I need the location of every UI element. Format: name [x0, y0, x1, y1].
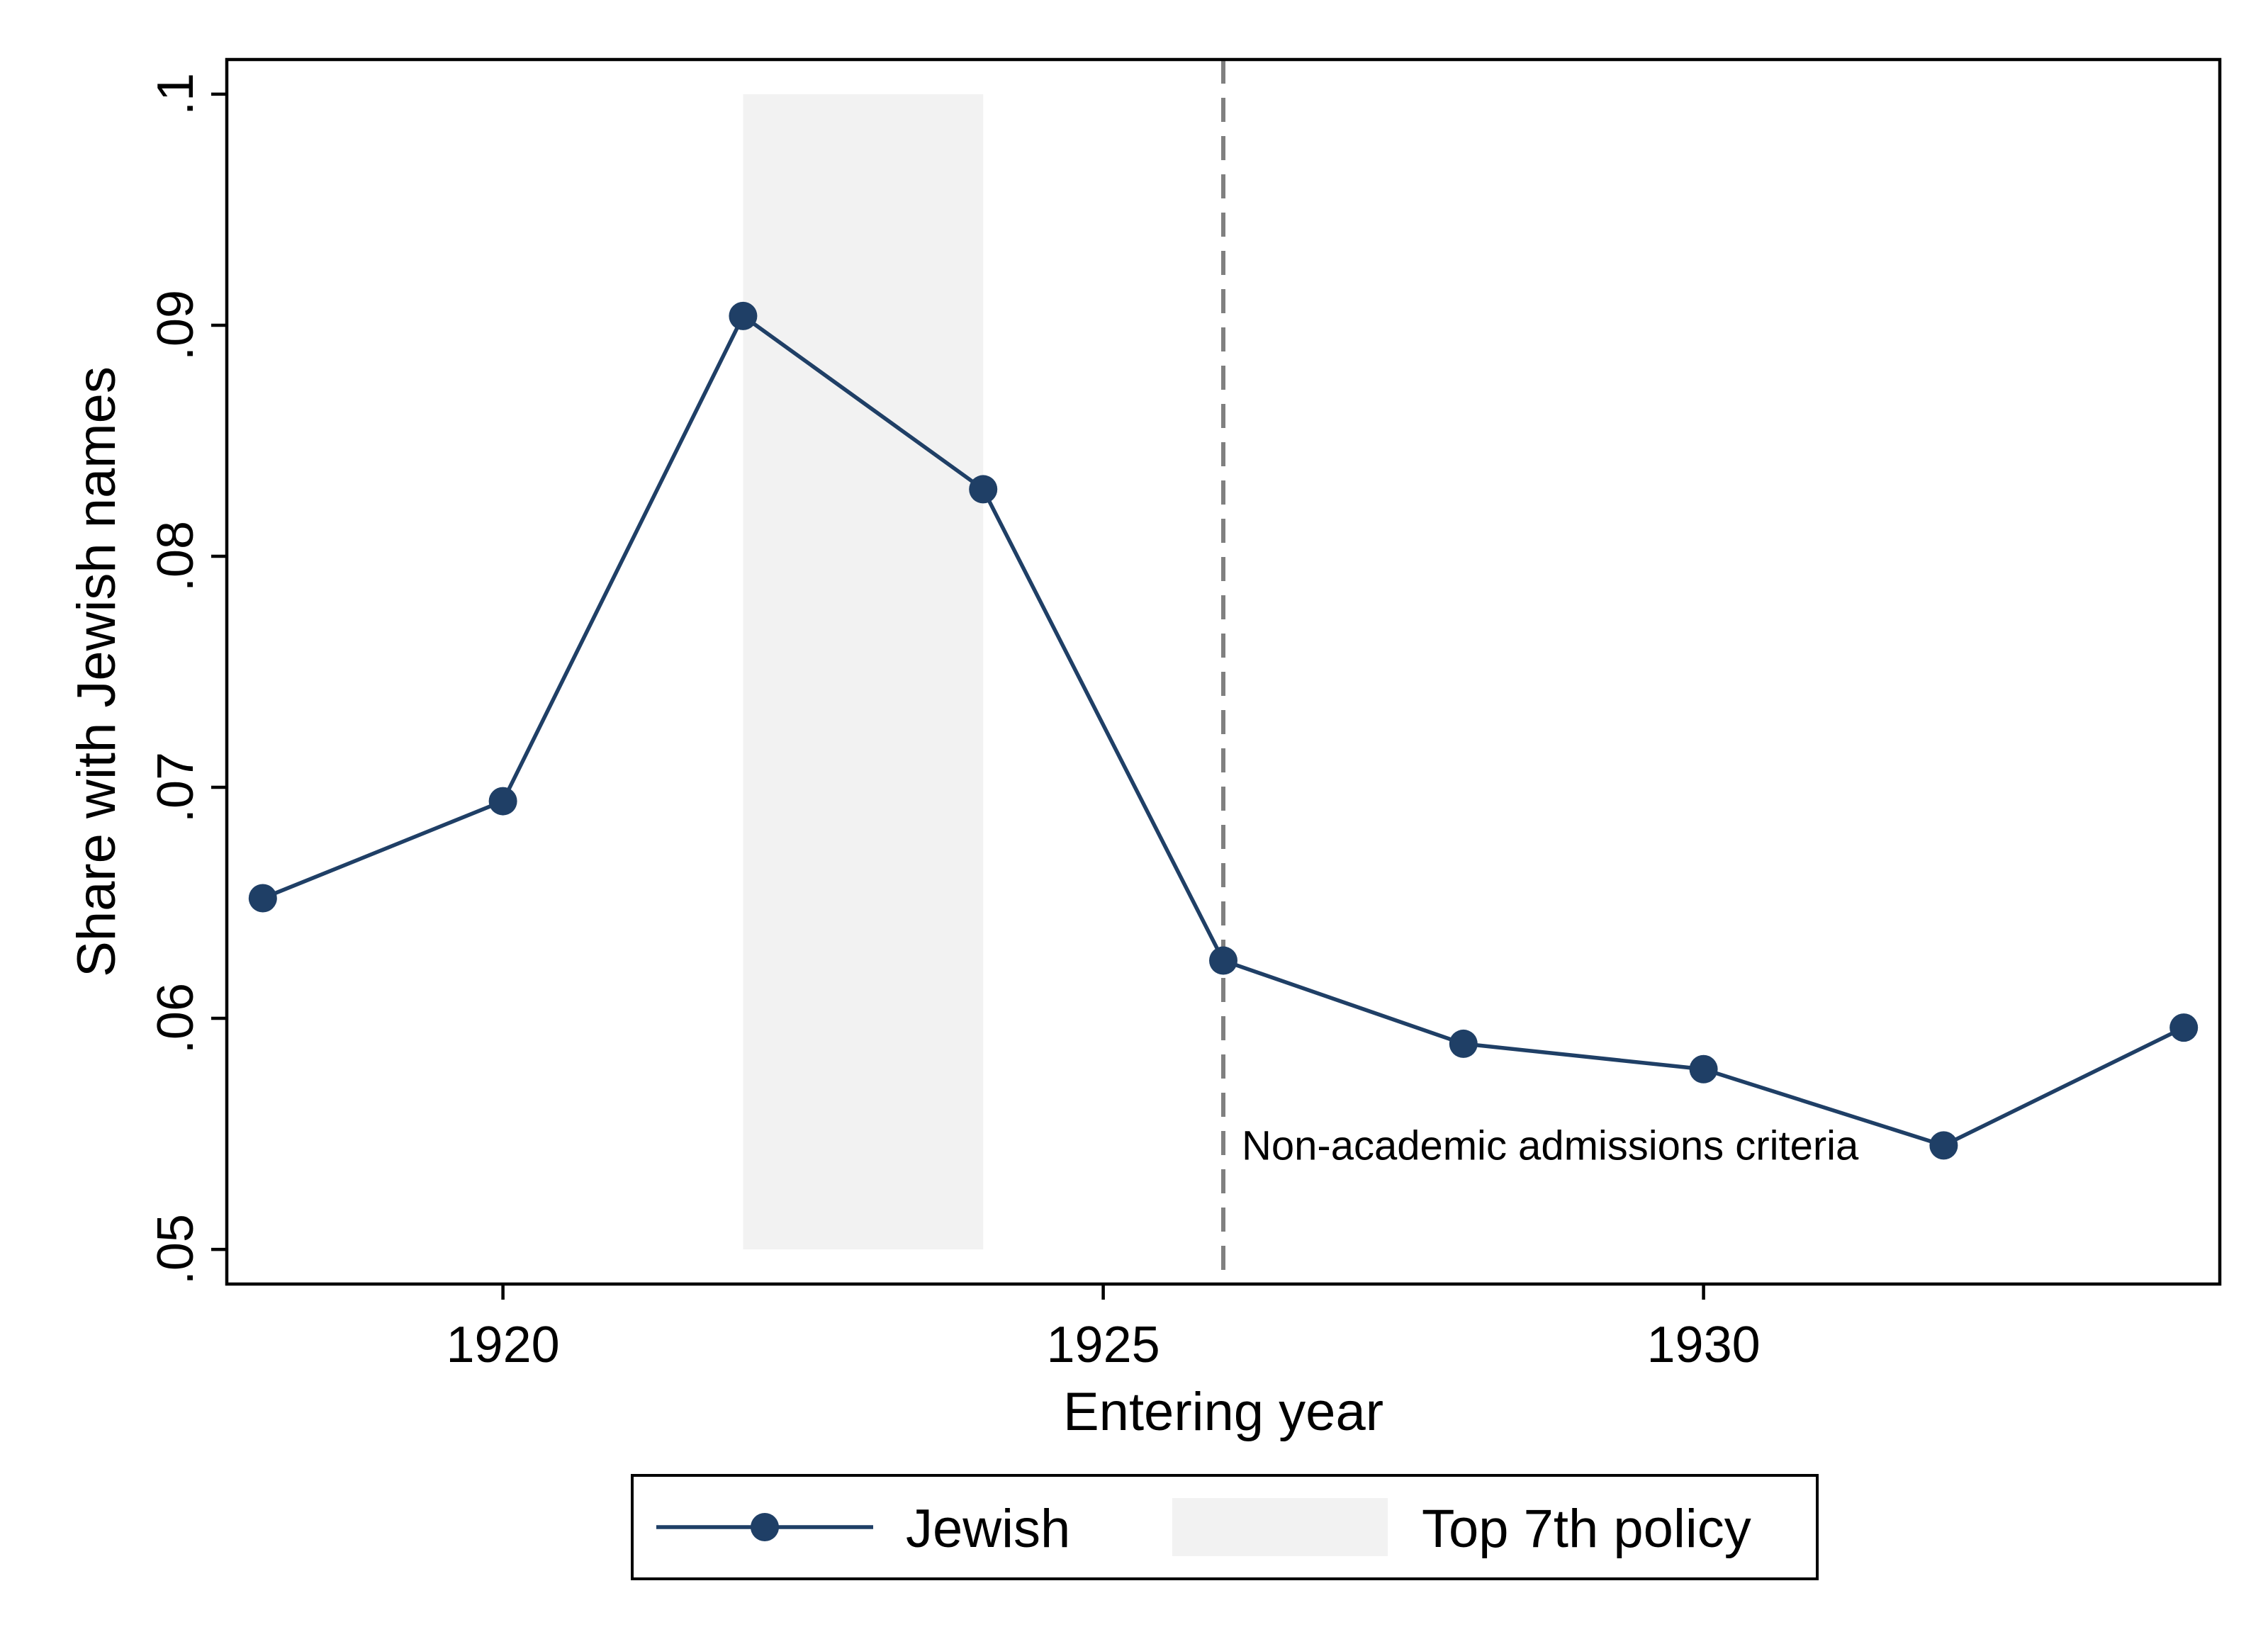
y-tick-label: .06 [147, 983, 204, 1054]
y-tick-label: .07 [147, 752, 204, 823]
data-point-1932 [1929, 1131, 1958, 1160]
shaded-region-top7th [743, 94, 984, 1250]
x-tick-label: 1925 [1047, 1317, 1160, 1373]
x-tick-label: 1930 [1647, 1317, 1761, 1373]
data-point-1934 [2169, 1013, 2199, 1042]
legend: Jewish Top 7th policy [631, 1474, 1819, 1580]
x-tick-label: 1920 [447, 1317, 560, 1373]
data-point-1926 [1209, 946, 1237, 975]
plot-frame [225, 57, 2222, 1286]
data-point-1930 [1689, 1054, 1718, 1084]
y-axis-title: Share with Jewish names [67, 366, 127, 977]
y-tick-label: .05 [147, 1214, 204, 1285]
y-tick-label: .08 [147, 521, 204, 592]
data-point-1918 [248, 884, 277, 913]
plot-area: Non-academic admissions criteria [225, 57, 2222, 1286]
x-axis-title: Entering year [1063, 1382, 1383, 1442]
legend-entry-top7th: Top 7th policy [1422, 1499, 1751, 1559]
legend-top7th-swatch [1172, 1498, 1388, 1556]
y-tick-label: .1 [147, 73, 204, 116]
y-tick-label: .09 [147, 290, 204, 361]
y-axis: .05 .06 .07 .08 .09 .1 [147, 73, 227, 1285]
data-point-1924 [969, 475, 998, 504]
data-point-1928 [1449, 1029, 1478, 1058]
data-point-1920 [488, 787, 517, 816]
legend-entry-jewish: Jewish [906, 1499, 1070, 1559]
x-axis: 1920 1925 1930 [447, 1284, 1761, 1373]
legend-jewish-marker-swatch [751, 1513, 779, 1541]
vline-label: Non-academic admissions criteria [1242, 1122, 1859, 1169]
data-point-1922 [729, 301, 758, 330]
